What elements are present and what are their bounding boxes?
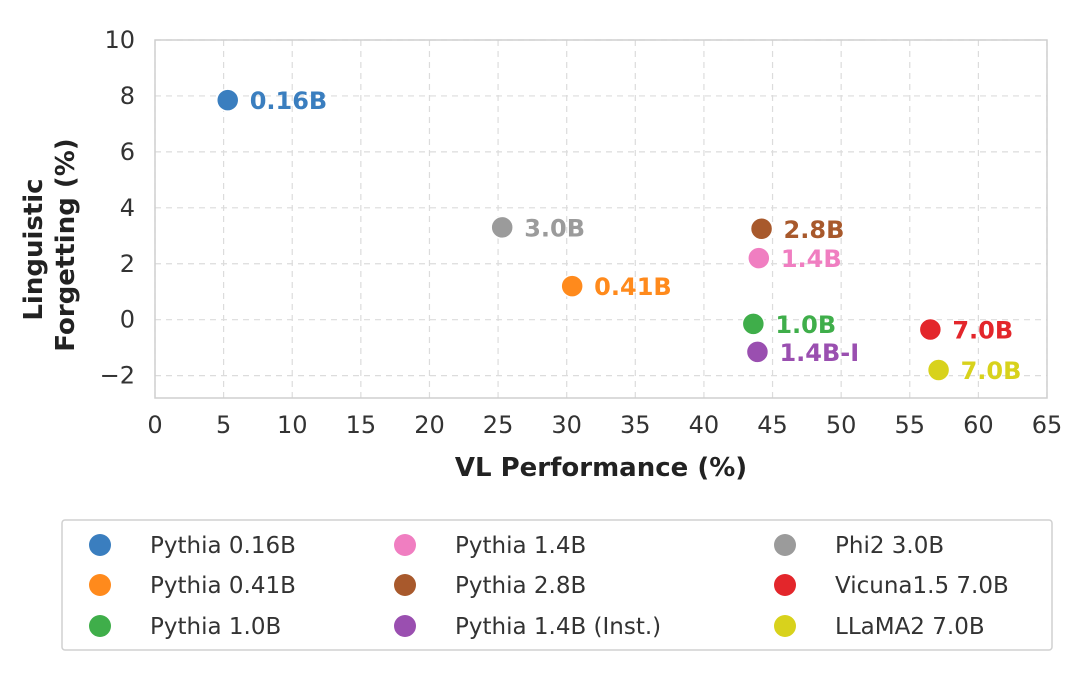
y-tick-label: 2: [120, 250, 135, 278]
legend-label-pythia-0-41b: Pythia 0.41B: [150, 573, 296, 599]
point-llama2-7-0b: [926, 358, 951, 382]
point-pythia-0-16b: [215, 88, 240, 112]
point-label-llama2-7-0b: 7.0B: [961, 357, 1022, 385]
x-tick-label: 40: [689, 411, 720, 439]
y-axis-title-line-1: Linguistic: [19, 178, 49, 320]
y-tick-labels: −2 0 2 4 6 8 10: [100, 26, 135, 390]
legend-marker-pythia-0-41b: [89, 574, 111, 596]
legend-marker-pythia-1-4b: [394, 534, 416, 556]
legend-label-vicuna1-5-7-0b: Vicuna1.5 7.0B: [835, 573, 1009, 599]
legend-marker-pythia-0-16b: [89, 534, 111, 556]
point-pythia-0-41b: [560, 274, 584, 298]
x-tick-label: 15: [346, 411, 377, 439]
legend-label-pythia-1-4b: Pythia 1.4B: [455, 533, 586, 559]
x-tick-label: 10: [277, 411, 308, 439]
x-tick-label: 60: [963, 411, 994, 439]
point-pythia-1-4b: [747, 246, 771, 270]
legend-marker-pythia-2-8b: [394, 574, 416, 596]
legend: Pythia 0.16B Pythia 0.41B Pythia 1.0B Pythi…: [61, 519, 1053, 651]
x-tick-label: 45: [757, 411, 788, 439]
point-phi2-3-0b: [490, 215, 514, 240]
legend-label-phi2-3-0b: Phi2 3.0B: [835, 533, 944, 559]
y-tick-label: 8: [120, 82, 135, 110]
x-tick-label: 30: [551, 411, 582, 439]
point-label-phi2-3-0b: 3.0B: [524, 214, 585, 242]
y-axis-title-line-2: Forgetting (%): [51, 138, 81, 351]
data-points: 0.16B 0.41B 1.0B 1.4B2.8B 1.4B-I 3.0B 7.0B 7.0B: [215, 87, 1022, 385]
point-pythia-1-0b: [741, 312, 766, 336]
x-tick-label: 55: [894, 411, 925, 439]
point-label-vicuna1-5-7-0b: 7.0B: [952, 316, 1013, 344]
y-tick-label: −2: [100, 362, 135, 390]
x-tick-label: 35: [620, 411, 651, 439]
legend-label-llama2-7-0b: LLaMA2 7.0B: [835, 614, 985, 640]
y-tick-label: 4: [120, 194, 135, 222]
y-tick-label: 6: [120, 138, 135, 166]
x-tick-label: 65: [1032, 411, 1063, 439]
y-tick-label: 0: [120, 306, 135, 334]
legend-label-pythia-0-16b: Pythia 0.16B: [150, 533, 296, 559]
point-label-pythia-1-0b: 1.0B: [775, 311, 836, 339]
legend-label-pythia-1-0b: Pythia 1.0B: [150, 614, 281, 640]
y-tick-label: 10: [104, 26, 135, 54]
x-tick-label: 50: [826, 411, 857, 439]
legend-marker-pythia-1-0b: [89, 615, 111, 637]
point-label-pythia-2-8b: 2.8B: [784, 216, 845, 244]
point-label-pythia-1-4b: 1.4B: [781, 245, 842, 273]
x-tick-label: 0: [147, 411, 162, 439]
legend-marker-llama2-7-0b: [774, 615, 796, 637]
legend-marker-phi2-3-0b: [774, 534, 796, 556]
legend-label-pythia-2-8b: Pythia 2.8B: [455, 573, 586, 599]
legend-marker-pythia-1-4b-inst: [394, 615, 416, 637]
point-vicuna1-5-7-0b: [918, 317, 943, 342]
point-label-pythia-0-16b: 0.16B: [250, 87, 328, 115]
x-tick-labels: 0 5 10 15 20 25 30 35 40 45 50 55 60 65: [147, 411, 1062, 439]
legend-label-pythia-1-4b-inst: Pythia 1.4B (Inst.): [455, 614, 661, 640]
legend-marker-vicuna1-5-7-0b: [774, 574, 796, 596]
point-pythia-2-8b: [749, 217, 774, 241]
point-pythia-1-4b-inst: [745, 340, 770, 364]
legend-box: [61, 519, 1053, 651]
point-label-pythia-0-41b: 0.41B: [594, 273, 672, 301]
point-label-pythia-1-4b-inst: 1.4B-I: [779, 339, 859, 367]
x-tick-label: 20: [414, 411, 445, 439]
plot-frame: [154, 39, 1048, 399]
x-tick-label: 25: [483, 411, 514, 439]
x-tick-label: 5: [216, 411, 231, 439]
x-axis-title: VL Performance (%): [455, 453, 747, 483]
y-axis-title: Linguistic Forgetting (%): [19, 138, 81, 351]
